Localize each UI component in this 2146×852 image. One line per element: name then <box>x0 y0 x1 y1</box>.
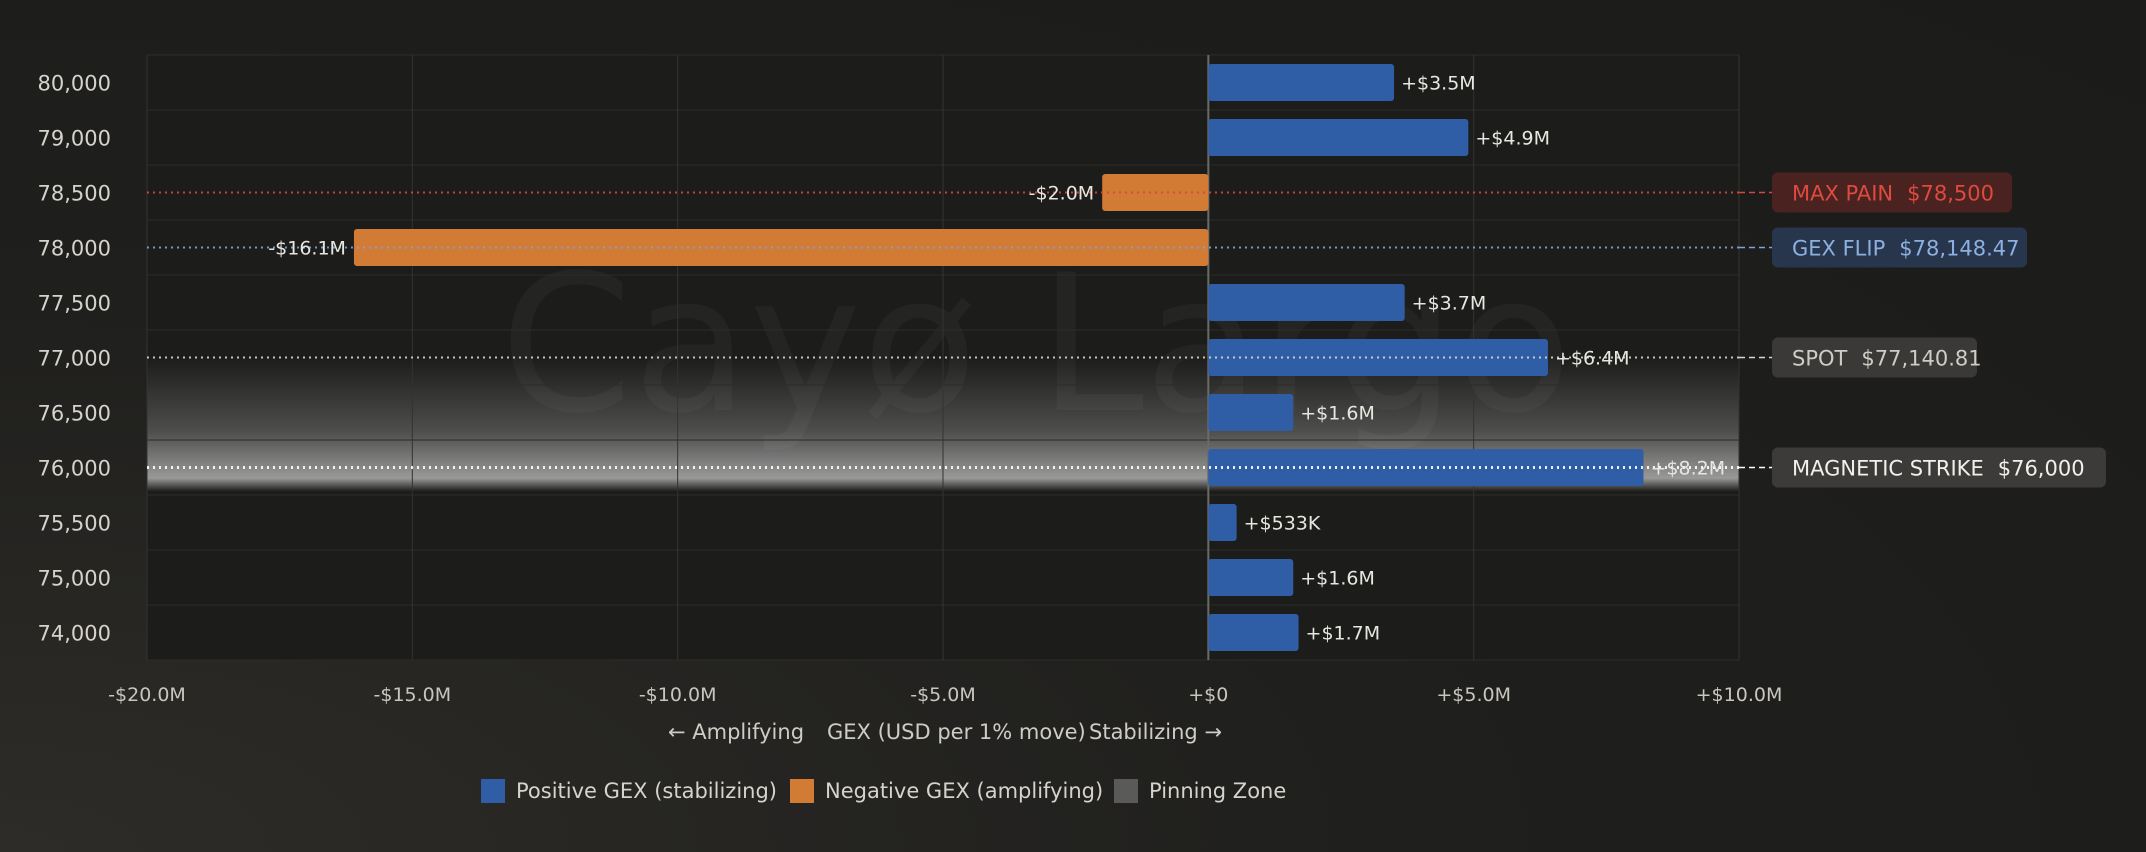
legend-label: Negative GEX (amplifying) <box>825 779 1103 803</box>
bar-value-label: +$533K <box>1244 513 1321 535</box>
marker-tag-text: GEX FLIP $78,148.47 <box>1792 237 2020 261</box>
bar-74000 <box>1208 614 1299 651</box>
marker-tag-text: MAGNETIC STRIKE $76,000 <box>1792 457 2085 481</box>
legend-label: Pinning Zone <box>1149 779 1286 803</box>
bar-value-label: +$8.2M <box>1650 458 1725 480</box>
bar-value-label: +$4.9M <box>1475 128 1550 150</box>
marker-tag-text: MAX PAIN $78,500 <box>1792 182 1994 206</box>
marker-label: SPOT <box>1792 347 1848 371</box>
y-tick-label: 79,000 <box>38 127 111 151</box>
y-tick-label: 78,500 <box>38 182 111 206</box>
legend-label: Positive GEX (stabilizing) <box>516 779 777 803</box>
y-tick-label: 80,000 <box>38 72 111 96</box>
x-tick-label: -$15.0M <box>374 684 452 706</box>
bar-79000 <box>1208 119 1469 156</box>
bar-76500 <box>1208 394 1294 431</box>
bar-value-label: -$2.0M <box>1029 183 1095 205</box>
x-tick-label: -$20.0M <box>108 684 186 706</box>
x-tick-label: -$10.0M <box>639 684 717 706</box>
bar-value-label: +$1.6M <box>1300 568 1375 590</box>
bar-value-label: -$16.1M <box>268 238 346 260</box>
bar-80000 <box>1208 64 1395 101</box>
marker-value: $76,000 <box>1998 457 2085 481</box>
bar-value-label: +$6.4M <box>1555 348 1630 370</box>
y-tick-label: 77,000 <box>38 347 111 371</box>
y-tick-label: 75,500 <box>38 512 111 536</box>
y-tick-label: 76,000 <box>38 457 111 481</box>
y-tick-label: 76,500 <box>38 402 111 426</box>
marker-label: MAX PAIN <box>1792 182 1893 206</box>
marker-tag-gex-flip <box>1772 227 2027 268</box>
marker-tag-text: SPOT $77,140.81 <box>1792 347 1982 371</box>
bar-value-label: +$1.6M <box>1300 403 1375 425</box>
marker-label: MAGNETIC STRIKE <box>1792 457 1984 481</box>
x-tick-label: -$5.0M <box>910 684 976 706</box>
marker-tag-spot <box>1772 337 1977 378</box>
bar-value-label: +$3.7M <box>1412 293 1487 315</box>
legend-swatch <box>481 779 505 803</box>
x-tick-label: +$0 <box>1188 684 1228 706</box>
x-tick-label: +$10.0M <box>1696 684 1783 706</box>
marker-value: $77,140.81 <box>1861 347 1981 371</box>
xlabel-center: GEX (USD per 1% move) <box>827 720 1086 744</box>
marker-tag-max-pain <box>1772 172 2012 213</box>
marker-value: $78,148.47 <box>1899 237 2019 261</box>
marker-value: $78,500 <box>1907 182 1994 206</box>
legend-swatch <box>1114 779 1138 803</box>
bar-77500 <box>1208 284 1405 321</box>
xlabel-right: Stabilizing → <box>1089 720 1222 744</box>
bar-75000 <box>1208 559 1294 596</box>
y-tick-label: 74,000 <box>38 622 111 646</box>
legend-swatch <box>790 779 814 803</box>
marker-tag-magnetic-strike <box>1772 447 2106 488</box>
bar-value-label: +$1.7M <box>1306 623 1381 645</box>
bar-75500 <box>1208 504 1237 541</box>
y-tick-label: 77,500 <box>38 292 111 316</box>
y-tick-label: 78,000 <box>38 237 111 261</box>
y-tick-label: 75,000 <box>38 567 111 591</box>
bar-value-label: +$3.5M <box>1401 73 1476 95</box>
marker-label: GEX FLIP <box>1792 237 1885 261</box>
xlabel-left: ← Amplifying <box>668 720 804 744</box>
x-tick-label: +$5.0M <box>1436 684 1511 706</box>
bar-78000 <box>353 229 1209 266</box>
